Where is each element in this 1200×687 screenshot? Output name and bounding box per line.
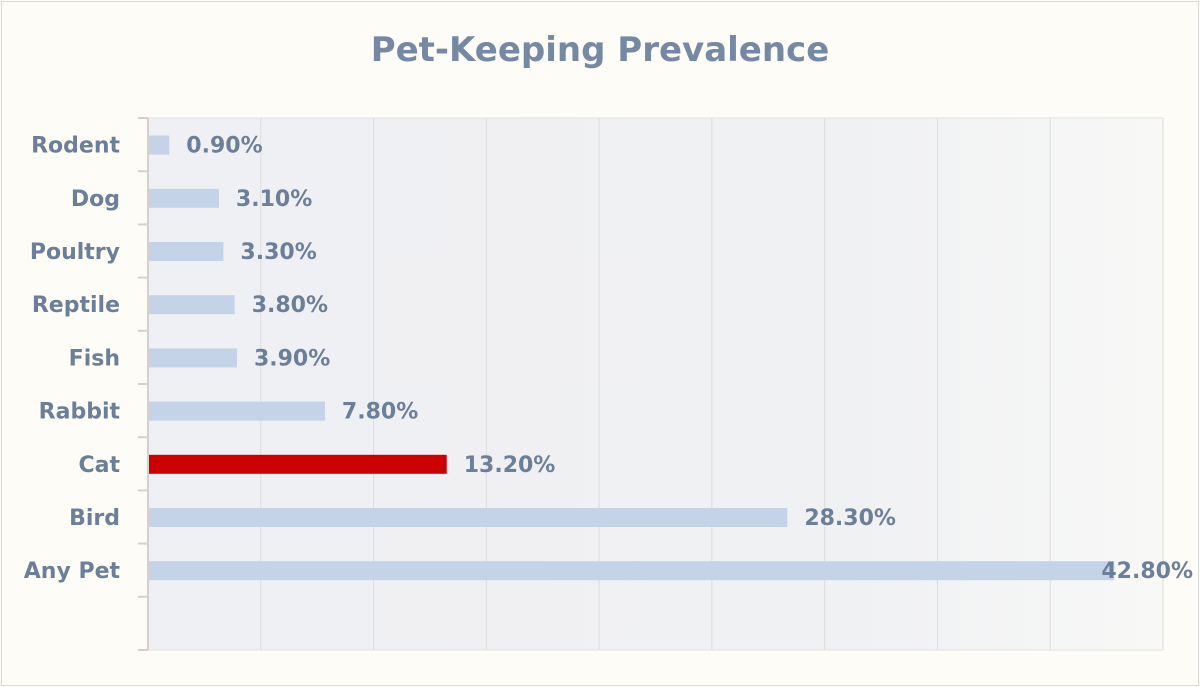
data-label: 3.30% (240, 240, 316, 265)
category-label: Fish (69, 346, 120, 371)
data-label: 13.20% (464, 453, 556, 478)
bar-cat (149, 454, 447, 474)
bar-bird (149, 508, 788, 527)
category-label: Dog (71, 187, 120, 212)
category-label: Cat (78, 453, 120, 478)
category-label: Rodent (31, 134, 120, 159)
bar-dog (149, 188, 219, 208)
category-label: Reptile (32, 293, 120, 318)
chart-title: Pet-Keeping Prevalence (370, 30, 830, 70)
category-label: Bird (69, 506, 120, 531)
bar-rodent (149, 135, 170, 155)
bar-reptile (149, 295, 235, 315)
data-label: 0.90% (186, 134, 262, 159)
data-label: 3.80% (252, 293, 328, 318)
bar-fish (149, 348, 237, 368)
category-label: Poultry (30, 240, 120, 265)
bar-any-pet (149, 561, 1115, 581)
data-label: 28.30% (804, 506, 896, 531)
bar-rabbit (149, 401, 325, 421)
data-label: 7.80% (342, 400, 418, 425)
data-label: 42.80% (1101, 559, 1193, 584)
data-label: 3.10% (236, 187, 312, 212)
category-label: Rabbit (39, 400, 121, 425)
bar-poultry (149, 242, 224, 261)
data-label: 3.90% (254, 346, 330, 371)
category-label: Any Pet (24, 559, 121, 584)
